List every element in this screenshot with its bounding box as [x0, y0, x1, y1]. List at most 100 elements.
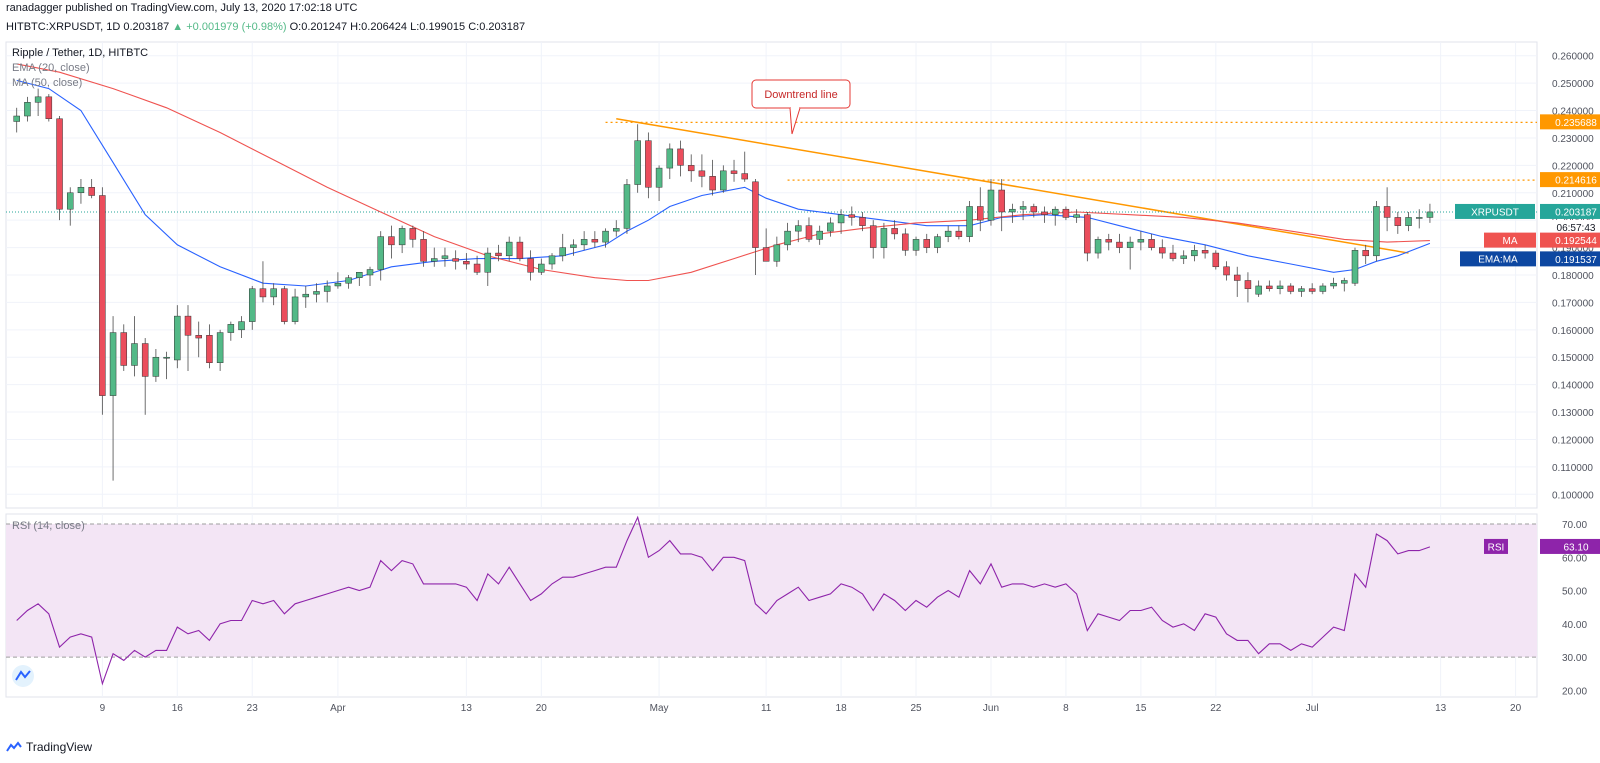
candle-body — [1159, 247, 1166, 254]
candle-body — [1073, 214, 1080, 218]
candle-body — [88, 187, 95, 196]
candle-body — [602, 230, 609, 243]
ema-value-tag-bg — [1540, 251, 1600, 267]
price-tick-label: 0.170000 — [1552, 298, 1594, 309]
last-price-tag: 0.203187 — [1555, 207, 1597, 218]
candle-body — [174, 315, 181, 361]
ma-legend: MA (50, close) — [12, 77, 82, 89]
tradingview-watermark[interactable]: TradingView — [6, 740, 92, 754]
candle-body — [762, 247, 770, 262]
symbol-line: HITBTC:XRPUSDT, 1D 0.203187 — [6, 21, 172, 33]
candle-body — [120, 332, 128, 366]
candle-body — [1319, 285, 1327, 292]
candle-body — [420, 239, 427, 262]
ma-value-tag-bg — [1540, 232, 1600, 248]
candle-body — [1201, 250, 1209, 254]
chart-title: Ripple / Tether, 1D, HITBTC — [12, 47, 148, 59]
candle-body — [944, 230, 952, 237]
price-tick-label: 0.260000 — [1552, 52, 1594, 63]
price-tick-label: 0.230000 — [1552, 134, 1594, 145]
resistance-low-tag: 0.214616 — [1555, 176, 1597, 187]
x-tick-label: 8 — [1063, 703, 1069, 714]
price-tick-label: 0.120000 — [1552, 435, 1594, 446]
candle-body — [463, 261, 470, 265]
x-tick-label: Jul — [1306, 703, 1319, 714]
candle-body — [848, 214, 856, 218]
candle-body — [452, 258, 459, 262]
price-tick-label: 0.100000 — [1552, 490, 1594, 501]
candle-body — [473, 263, 481, 273]
candle-body — [655, 167, 663, 188]
x-tick-label: 25 — [910, 703, 922, 714]
candle-body — [816, 230, 823, 240]
rsi-value-tag-bg — [1540, 538, 1600, 554]
candle-body — [837, 214, 845, 224]
candle-body — [388, 236, 395, 246]
candle-body — [495, 252, 502, 257]
candle-body — [216, 332, 224, 363]
rsi-line — [16, 515, 1431, 686]
x-tick-label: 13 — [461, 703, 473, 714]
candle-body — [1341, 280, 1348, 284]
candle-body — [795, 225, 802, 232]
symbol-tag-bg — [1455, 203, 1535, 219]
price-tick-label: 0.130000 — [1552, 408, 1594, 419]
candle-body — [1405, 217, 1412, 226]
rsi-tick-label: 50.00 — [1562, 587, 1587, 598]
candle-body — [869, 225, 877, 248]
candle-body — [634, 140, 641, 185]
candle-body — [645, 140, 652, 188]
candle-body — [377, 236, 384, 270]
x-tick-label: 13 — [1435, 703, 1447, 714]
candle-body — [1276, 285, 1284, 289]
candle-body — [99, 195, 106, 396]
candle-body — [441, 255, 449, 259]
candle-body — [1191, 250, 1198, 257]
callout-text: Downtrend line — [764, 89, 837, 101]
indicator-badge-glyph — [15, 670, 31, 681]
candle-body — [206, 335, 213, 363]
candle-body — [570, 244, 577, 248]
ema-value-tag: 0.191537 — [1555, 255, 1597, 266]
rsi-name-tag: RSI — [1488, 542, 1505, 553]
candle-body — [730, 170, 738, 174]
resistance-low-tag-bg — [1540, 172, 1600, 188]
candle-body — [1180, 255, 1187, 259]
x-tick-label: 18 — [836, 703, 848, 714]
candle-body — [77, 187, 85, 194]
candle-body — [1373, 206, 1380, 257]
candle-body — [1233, 274, 1241, 281]
candle-body — [13, 115, 20, 122]
candle-body — [891, 228, 898, 235]
candle-body — [1062, 208, 1070, 218]
candle-body — [1255, 285, 1262, 295]
candle-body — [1009, 208, 1016, 213]
candle-body — [1298, 288, 1305, 292]
candle-body — [677, 148, 684, 166]
candle-body — [1351, 250, 1359, 284]
callout-pointer — [789, 107, 801, 135]
candle-body — [484, 252, 492, 273]
candle-body — [1394, 217, 1402, 226]
candle-body — [184, 315, 192, 336]
candle-body — [687, 165, 695, 172]
price-tick-label: 0.160000 — [1552, 326, 1594, 337]
candle-body — [741, 173, 748, 180]
x-tick-label: 16 — [172, 703, 184, 714]
candle-body — [934, 236, 941, 248]
rsi-name-tag-bg — [1484, 538, 1508, 554]
countdown: 06:57:43 — [1557, 223, 1596, 234]
price-tick-label: 0.180000 — [1552, 271, 1594, 282]
candle-body — [720, 170, 727, 191]
ma-50-line — [16, 63, 1430, 282]
candle-body — [1105, 239, 1112, 243]
rsi-tick-label: 60.00 — [1562, 553, 1587, 564]
candle-body — [880, 228, 888, 248]
candle-body — [1084, 214, 1091, 254]
candle-body — [955, 230, 963, 237]
candle-body — [827, 222, 834, 232]
candle-body — [559, 247, 566, 257]
x-tick-label: 15 — [1135, 703, 1147, 714]
candle-body — [538, 263, 545, 273]
